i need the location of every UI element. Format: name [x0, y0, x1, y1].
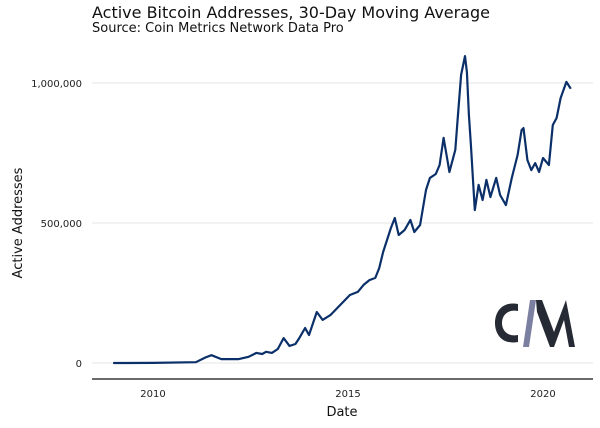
- y-tick-label: 0: [76, 359, 82, 370]
- series-group: [112, 55, 572, 365]
- y-axis-label: Active Addresses: [11, 167, 26, 278]
- y-tick-labels: 0 500,000 1,000,000: [31, 79, 82, 370]
- y-tick-label: 1,000,000: [31, 79, 82, 90]
- x-tick-label: 2020: [530, 389, 555, 400]
- chart-title: Active Bitcoin Addresses, 30-Day Moving …: [92, 3, 491, 22]
- grid-lines: [92, 82, 593, 364]
- y-tick-label: 500,000: [41, 219, 82, 230]
- x-tick-label: 2015: [335, 389, 360, 400]
- x-tick-labels: 2010 2015 2020: [140, 389, 555, 400]
- logo-m-shape: [536, 300, 575, 347]
- logo-slash: [523, 300, 536, 347]
- chart-subtitle: Source: Coin Metrics Network Data Pro: [92, 21, 344, 36]
- x-tick-label: 2010: [140, 389, 165, 400]
- series-line-active-addresses: [112, 55, 572, 365]
- coin-metrics-logo: [495, 300, 575, 347]
- x-axis-label: Date: [326, 405, 357, 420]
- logo-c-shape: [495, 303, 518, 343]
